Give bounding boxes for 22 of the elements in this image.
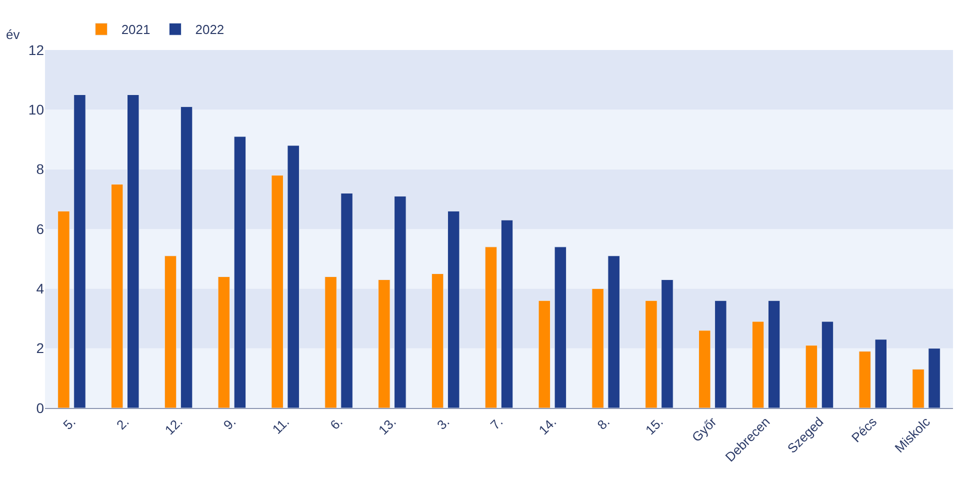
legend-label: 2021 (121, 22, 150, 38)
y-tick-label: 8 (36, 161, 44, 178)
y-tick-label: 6 (36, 220, 44, 237)
x-tick-label: 14. (536, 414, 560, 438)
x-tick-label: 7. (487, 414, 506, 432)
x-tick-label: 8. (594, 414, 613, 432)
x-tick-label: 13. (376, 414, 399, 438)
y-tick-label: 12 (28, 42, 44, 58)
legend-label: 2022 (195, 22, 224, 38)
x-tick-label: 9. (220, 414, 239, 432)
x-tick-label: 2. (114, 414, 132, 432)
y-tick-label: 10 (28, 102, 44, 118)
x-tick-label: 3. (434, 414, 452, 432)
x-tick-label: 11. (269, 414, 292, 437)
y-tick-label: 0 (36, 400, 44, 416)
y-tick-label: 2 (36, 340, 44, 356)
x-tick-label: 15. (642, 414, 666, 438)
x-tick-label: 5. (60, 414, 78, 432)
y-tick-label: 4 (36, 280, 44, 297)
y-axis-title: év (6, 27, 20, 42)
x-tick-label: 12. (162, 414, 186, 438)
x-tick-label: 6. (327, 414, 346, 432)
